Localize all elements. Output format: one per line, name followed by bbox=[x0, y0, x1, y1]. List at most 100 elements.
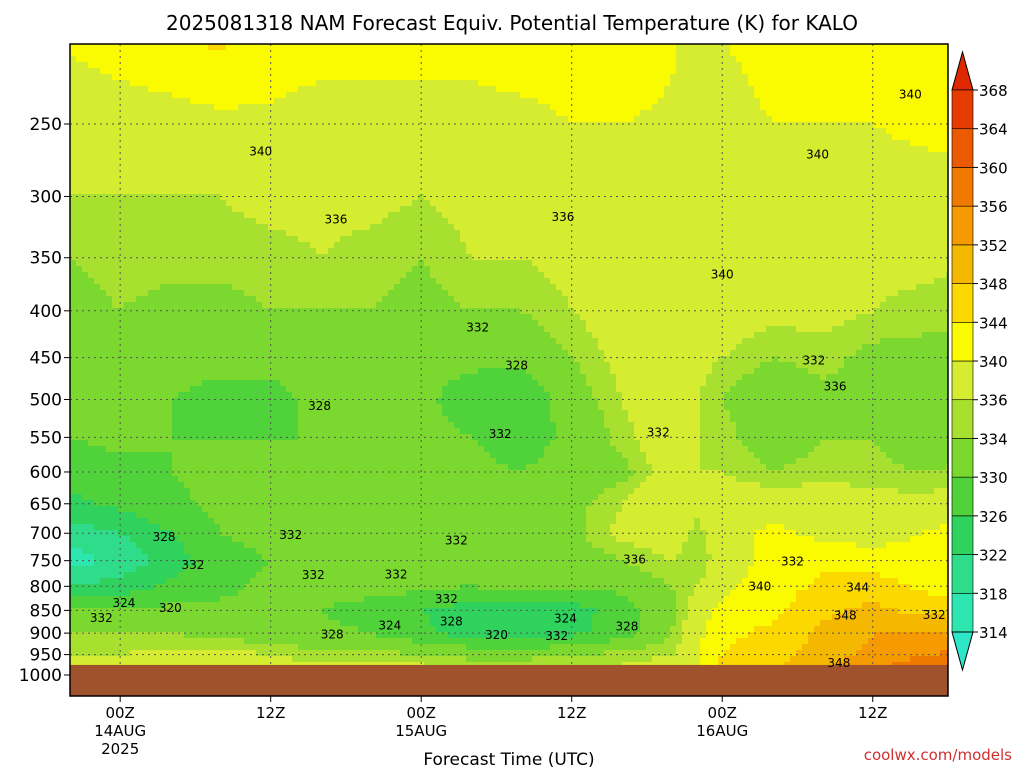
heatmap-cell bbox=[784, 218, 791, 225]
heatmap-cell bbox=[490, 218, 497, 225]
heatmap-cell bbox=[922, 200, 929, 207]
heatmap-cell bbox=[928, 44, 935, 51]
heatmap-cell bbox=[664, 170, 671, 177]
heatmap-cell bbox=[886, 110, 893, 117]
heatmap-cell bbox=[802, 170, 809, 177]
heatmap-cell bbox=[406, 134, 413, 141]
heatmap-cell bbox=[730, 98, 737, 105]
heatmap-cell bbox=[652, 80, 659, 87]
heatmap-cell bbox=[340, 212, 347, 219]
heatmap-cell bbox=[250, 152, 257, 159]
heatmap-cell bbox=[760, 98, 767, 105]
heatmap-cell bbox=[730, 116, 737, 123]
heatmap-cell bbox=[796, 224, 803, 231]
heatmap-cell bbox=[826, 74, 833, 81]
heatmap-cell bbox=[292, 176, 299, 183]
heatmap-cell bbox=[694, 218, 701, 225]
heatmap-cell bbox=[856, 236, 863, 243]
heatmap-cell bbox=[304, 80, 311, 87]
heatmap-cell bbox=[712, 116, 719, 123]
heatmap-cell bbox=[718, 206, 725, 213]
heatmap-cell bbox=[364, 62, 371, 69]
heatmap-cell bbox=[880, 182, 887, 189]
heatmap-cell bbox=[250, 50, 257, 57]
heatmap-cell bbox=[502, 50, 509, 57]
heatmap-cell bbox=[874, 80, 881, 87]
heatmap-cell bbox=[76, 74, 83, 81]
heatmap-cell bbox=[106, 236, 113, 243]
heatmap-cell bbox=[430, 134, 437, 141]
heatmap-cell bbox=[880, 62, 887, 69]
heatmap-cell bbox=[826, 50, 833, 57]
heatmap-cell bbox=[778, 224, 785, 231]
heatmap-cell bbox=[190, 176, 197, 183]
heatmap-cell bbox=[844, 152, 851, 159]
heatmap-cell bbox=[382, 194, 389, 201]
heatmap-cell bbox=[922, 122, 929, 129]
heatmap-cell bbox=[562, 164, 569, 171]
heatmap-cell bbox=[178, 212, 185, 219]
heatmap-cell bbox=[256, 128, 263, 135]
heatmap-cell bbox=[154, 236, 161, 243]
heatmap-cell bbox=[106, 140, 113, 147]
heatmap-cell bbox=[868, 146, 875, 153]
heatmap-cell bbox=[382, 98, 389, 105]
heatmap-cell bbox=[112, 128, 119, 135]
heatmap-cell bbox=[586, 236, 593, 243]
heatmap-cell bbox=[598, 140, 605, 147]
heatmap-cell bbox=[652, 194, 659, 201]
heatmap-cell bbox=[130, 206, 137, 213]
heatmap-cell bbox=[802, 116, 809, 123]
heatmap-cell bbox=[850, 224, 857, 231]
heatmap-cell bbox=[472, 218, 479, 225]
heatmap-cell bbox=[292, 152, 299, 159]
heatmap-cell bbox=[424, 62, 431, 69]
heatmap-cell bbox=[136, 50, 143, 57]
heatmap-cell bbox=[202, 116, 209, 123]
heatmap-cell bbox=[376, 242, 383, 249]
heatmap-cell bbox=[310, 56, 317, 63]
heatmap-cell bbox=[574, 140, 581, 147]
heatmap-cell bbox=[760, 194, 767, 201]
heatmap-cell bbox=[232, 56, 239, 63]
heatmap-cell bbox=[334, 224, 341, 231]
heatmap-cell bbox=[598, 176, 605, 183]
heatmap-cell bbox=[280, 116, 287, 123]
heatmap-cell bbox=[604, 128, 611, 135]
heatmap-cell bbox=[676, 188, 683, 195]
heatmap-cell bbox=[640, 140, 647, 147]
heatmap-cell bbox=[724, 230, 731, 237]
heatmap-cell bbox=[574, 50, 581, 57]
heatmap-cell bbox=[610, 236, 617, 243]
heatmap-cell bbox=[286, 194, 293, 201]
heatmap-cell bbox=[520, 182, 527, 189]
heatmap-cell bbox=[736, 140, 743, 147]
heatmap-cell bbox=[850, 116, 857, 123]
heatmap-cell bbox=[154, 116, 161, 123]
heatmap-cell bbox=[658, 146, 665, 153]
heatmap-cell bbox=[298, 146, 305, 153]
heatmap-cell bbox=[232, 134, 239, 141]
heatmap-cell bbox=[946, 74, 948, 81]
heatmap-cell bbox=[814, 116, 821, 123]
heatmap-cell bbox=[694, 110, 701, 117]
heatmap-cell bbox=[778, 146, 785, 153]
heatmap-cell bbox=[358, 236, 365, 243]
heatmap-cell bbox=[430, 140, 437, 147]
heatmap-cell bbox=[124, 62, 131, 69]
heatmap-cell bbox=[934, 230, 941, 237]
heatmap-cell bbox=[94, 200, 101, 207]
heatmap-cell bbox=[682, 164, 689, 171]
heatmap-cell bbox=[328, 206, 335, 213]
heatmap-cell bbox=[304, 104, 311, 111]
heatmap-cell bbox=[490, 158, 497, 165]
heatmap-cell bbox=[868, 212, 875, 219]
heatmap-cell bbox=[772, 50, 779, 57]
heatmap-cell bbox=[796, 176, 803, 183]
heatmap-cell bbox=[88, 128, 95, 135]
heatmap-cell bbox=[910, 188, 917, 195]
heatmap-cell bbox=[130, 134, 137, 141]
heatmap-cell bbox=[760, 50, 767, 57]
heatmap-cell bbox=[160, 74, 167, 81]
heatmap-cell bbox=[112, 200, 119, 207]
